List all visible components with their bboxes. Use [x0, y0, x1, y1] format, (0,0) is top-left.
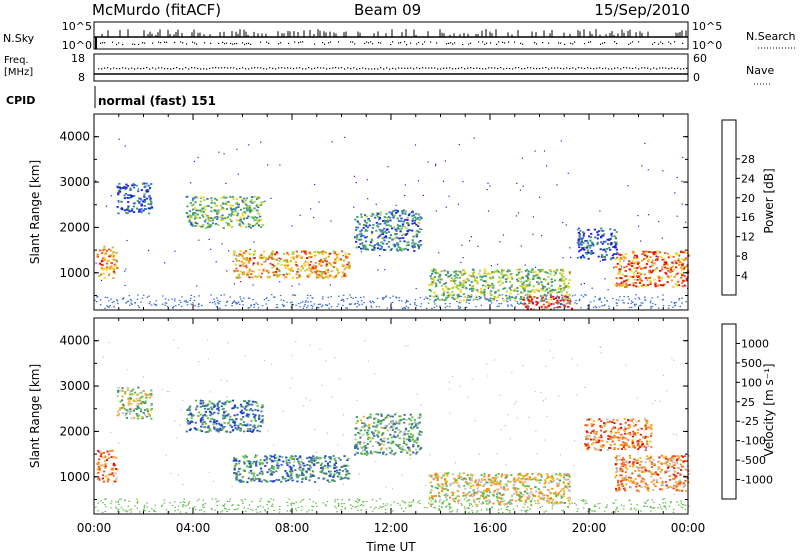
y-tick-label: 4000 — [59, 334, 90, 348]
colorbar-frame — [721, 119, 737, 296]
freq-label-line2: [MHz] — [4, 67, 33, 78]
freq-panel: Freq. [MHz] 18 8 60 0 Nave — [4, 52, 774, 85]
colorbar-tick-label: -100 — [741, 435, 766, 448]
power-colorbar: 4 8 12 16 20 24 28 — [721, 119, 755, 296]
colorbar-tick-label: 24 — [741, 172, 755, 185]
nsearch-top-tick: 10^5 — [692, 20, 722, 33]
power-y-ticks: 1000 2000 3000 4000 — [59, 130, 688, 296]
nsky-label: N.Sky — [3, 32, 35, 45]
y-tick-label: 1000 — [59, 266, 90, 280]
nave-bottom-tick: 0 — [693, 71, 700, 84]
freq-bottom-tick: 8 — [78, 71, 85, 84]
y-tick-label: 1000 — [59, 470, 90, 484]
nave-label: Nave — [746, 64, 774, 77]
colorbar-tick-label: 100 — [741, 376, 762, 389]
cpid-label: CPID — [6, 94, 35, 107]
velocity-echoes — [95, 339, 691, 514]
nave-top-tick: 60 — [693, 52, 707, 65]
velocity-colorbar: 1000 500 100 25 -25 -100 -500 -1000 — [721, 323, 773, 500]
nsearch-label: N.Search — [746, 30, 796, 43]
cpid-value: normal (fast) 151 — [98, 94, 216, 108]
nave-series — [98, 67, 688, 70]
power-echoes — [94, 136, 690, 311]
colorbar-tick-label: 4 — [741, 270, 748, 283]
velocity-colorbar-label: Velocity [m s⁻¹] — [762, 363, 776, 456]
y-tick-label: 4000 — [59, 130, 90, 144]
echo-region-7 — [576, 227, 619, 261]
station-title: McMurdo (fitACF) — [92, 1, 221, 19]
x-tick-label: 00:00 — [77, 521, 112, 535]
echo-region-4 — [353, 413, 423, 456]
noise-speckle — [102, 339, 689, 495]
echo-region-5 — [428, 268, 572, 302]
colorbar-tick-label: 25 — [741, 396, 755, 409]
y-tick-label: 3000 — [59, 175, 90, 189]
beam-title: Beam 09 — [354, 1, 421, 19]
nsky-series — [94, 29, 688, 49]
power-y-axis-label: Slant Range [km] — [28, 160, 42, 264]
x-tick-label: 04:00 — [176, 521, 211, 535]
x-tick-label: 16:00 — [473, 521, 508, 535]
x-tick-label: 00:00 — [671, 521, 706, 535]
power-frame — [93, 113, 689, 311]
colorbar-tick-label: -500 — [741, 454, 766, 467]
nsky-bottom-tick: 10^0 — [62, 39, 92, 52]
velocity-y-axis-label: Slant Range [km] — [28, 364, 42, 468]
echo-region-6 — [584, 417, 653, 452]
nsky-panel: N.Sky 10^5 10^0 10^5 10^0 N.Search — [3, 20, 796, 52]
colorbar-tick-label: 16 — [741, 211, 755, 224]
colorbar-tick-label: 1000 — [741, 337, 769, 350]
colorbar-tick-label: -1000 — [741, 474, 773, 487]
colorbar-tick-label: 8 — [741, 250, 748, 263]
x-axis-label: Time UT — [365, 540, 416, 554]
y-tick-label: 2000 — [59, 220, 90, 234]
echo-region-8 — [614, 250, 690, 288]
echo-region-0 — [96, 449, 119, 483]
time-tick-labels: 00:00 04:00 08:00 12:00 16:00 20:00 00:00 — [77, 521, 706, 535]
colorbar-tick-label: 28 — [741, 153, 755, 166]
colorbar-tick-label: 500 — [741, 357, 762, 370]
velocity-y-ticks: 1000 2000 3000 4000 — [59, 334, 688, 500]
x-tick-label: 08:00 — [275, 521, 310, 535]
colorbar-tick-label: -25 — [741, 415, 759, 428]
echo-region-3 — [232, 250, 351, 279]
power-x-ticks — [93, 114, 689, 310]
echo-region-3 — [232, 454, 351, 484]
echo-region-1 — [116, 386, 153, 420]
x-tick-label: 20:00 — [572, 521, 607, 535]
echo-region-2 — [185, 399, 264, 434]
nsearch-bottom-tick: 10^0 — [692, 39, 722, 52]
echo-region-4 — [354, 209, 423, 252]
colorbar-tick-label: 12 — [741, 231, 755, 244]
colorbar-frame — [721, 323, 737, 500]
velocity-x-ticks — [93, 318, 689, 514]
y-tick-label: 2000 — [59, 424, 90, 438]
echo-region-7 — [614, 454, 691, 493]
x-tick-label: 12:00 — [374, 521, 409, 535]
velocity-panel: 1000 2000 3000 4000 Slant Range [km] 1000 50… — [28, 317, 776, 515]
nsky-top-tick: 10^5 — [62, 20, 92, 33]
y-tick-label: 3000 — [59, 379, 90, 393]
power-colorbar-label: Power [dB] — [762, 168, 776, 233]
echo-region-1 — [116, 182, 154, 215]
noise-speckle — [95, 136, 689, 291]
colorbar-tick-label: 20 — [741, 192, 755, 205]
ground-scatter — [94, 294, 687, 310]
echo-region-2 — [185, 195, 265, 230]
freq-label-line1: Freq. — [4, 55, 29, 66]
echo-region-0 — [96, 245, 119, 279]
date-title: 15/Sep/2010 — [594, 1, 690, 19]
freq-top-tick: 18 — [71, 52, 85, 65]
power-panel: 1000 2000 3000 4000 Slant Range [km] 4 8 12 16… — [28, 113, 776, 311]
ground-scatter — [95, 498, 690, 514]
echo-region-5 — [428, 472, 572, 506]
